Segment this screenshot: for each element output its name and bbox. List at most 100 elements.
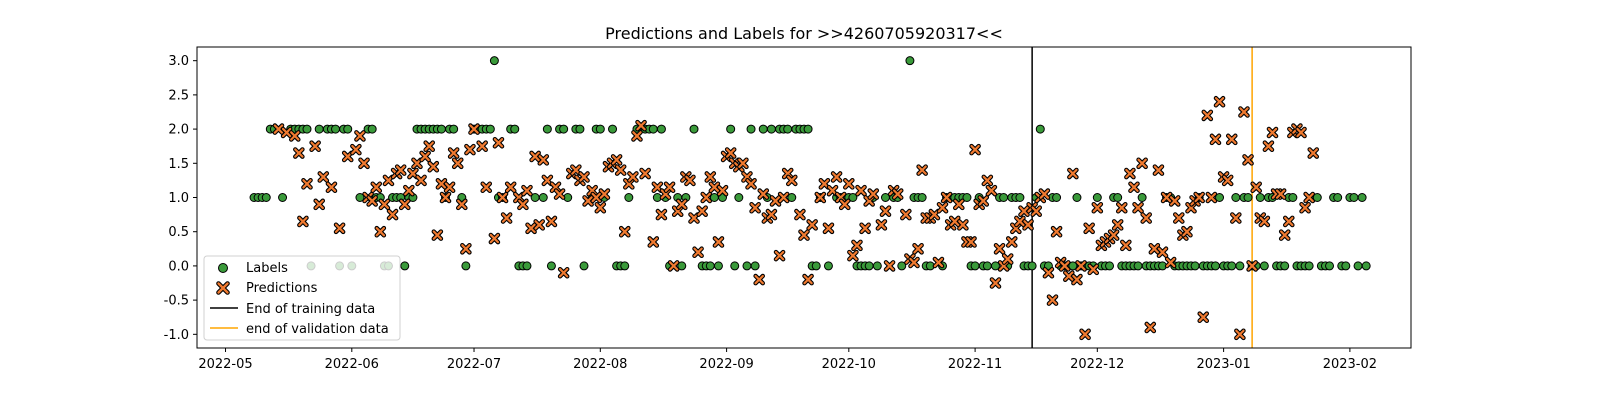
prediction-point: [716, 184, 729, 197]
y-tick-label: 2.5: [168, 88, 189, 103]
prediction-point: [1181, 225, 1193, 238]
prediction-point: [818, 178, 831, 190]
y-tick-label: -1.0: [164, 328, 189, 343]
prediction-point: [317, 171, 330, 183]
prediction-point: [700, 191, 713, 204]
prediction-point: [953, 198, 965, 211]
prediction-point: [386, 208, 399, 221]
prediction-point: [455, 198, 468, 211]
prediction-point: [1132, 201, 1144, 214]
prediction-point: [529, 150, 541, 163]
label-point: [1304, 261, 1314, 271]
prediction-point: [1063, 270, 1075, 282]
prediction-point: [912, 243, 924, 255]
label-point: [1361, 261, 1371, 271]
prediction-point: [403, 184, 415, 197]
label-point: [367, 124, 377, 134]
prediction-point: [875, 219, 888, 231]
prediction-point: [431, 229, 444, 241]
label-point: [575, 124, 585, 134]
prediction-point: [1018, 205, 1030, 217]
prediction-point: [407, 167, 419, 180]
label-point: [1072, 193, 1082, 202]
prediction-point: [341, 150, 354, 163]
prediction-point: [1278, 229, 1291, 241]
label-point: [746, 124, 756, 134]
prediction-point: [712, 236, 725, 248]
y-tick-label: 1.0: [168, 191, 189, 206]
prediction-point: [948, 215, 961, 228]
prediction-point: [1172, 212, 1185, 224]
label-point: [897, 261, 907, 271]
prediction-point: [1164, 256, 1177, 269]
label-point: [766, 124, 776, 134]
prediction-point: [1144, 321, 1157, 334]
label-point: [620, 261, 630, 271]
prediction-point: [464, 143, 476, 156]
label-point: [999, 193, 1009, 202]
prediction-point: [627, 171, 639, 183]
prediction-point: [582, 195, 594, 207]
prediction-point: [1307, 147, 1320, 159]
prediction-point: [883, 260, 896, 272]
prediction-point: [1038, 188, 1051, 200]
label-point: [1312, 193, 1322, 202]
prediction-point: [822, 222, 835, 235]
label-point: [449, 124, 459, 134]
label-point: [1259, 261, 1269, 271]
prediction-point: [1242, 154, 1254, 166]
prediction-point: [525, 222, 537, 235]
prediction-point: [757, 188, 770, 200]
label-point: [864, 261, 874, 271]
prediction-point: [1111, 219, 1124, 231]
prediction-point: [1221, 174, 1234, 187]
legend: Labels Predictions End of training data …: [203, 255, 401, 341]
prediction-point: [439, 191, 452, 204]
prediction-point: [1067, 167, 1079, 180]
prediction-point: [1201, 109, 1214, 122]
prediction-point: [928, 208, 941, 221]
prediction-point: [838, 198, 851, 211]
prediction-point: [989, 277, 1002, 289]
prediction-point: [1005, 236, 1018, 248]
prediction-point: [553, 188, 566, 200]
prediction-point: [594, 201, 607, 214]
prediction-point: [1140, 212, 1152, 224]
prediction-point: [350, 143, 362, 156]
prediction-point: [398, 198, 411, 211]
prediction-point: [708, 181, 721, 194]
prediction-point: [492, 136, 505, 149]
prediction-point: [1022, 219, 1034, 231]
prediction-point: [993, 243, 1006, 255]
prediction-point: [908, 256, 920, 269]
prediction-point: [969, 143, 981, 156]
label-point: [542, 124, 552, 134]
prediction-point: [423, 140, 436, 152]
prediction-point: [753, 273, 765, 286]
prediction-point: [415, 174, 427, 187]
prediction-point: [651, 181, 664, 194]
prediction-point: [794, 208, 806, 221]
label-point: [1235, 261, 1245, 271]
label-point: [1255, 193, 1265, 202]
prediction-point: [1193, 191, 1205, 204]
label-point: [510, 124, 520, 134]
prediction-point: [932, 256, 945, 269]
label-point: [1333, 193, 1343, 202]
legend-box: [203, 255, 401, 341]
label-point: [302, 124, 312, 134]
prediction-point: [1075, 260, 1087, 272]
x-tick-label: 2022-06: [325, 357, 379, 372]
label-point: [485, 124, 495, 134]
prediction-point: [590, 191, 603, 204]
prediction-point: [325, 181, 338, 194]
prediction-point: [451, 157, 464, 170]
prediction-point: [785, 174, 798, 187]
prediction-point: [614, 164, 627, 176]
y-tick-label: 1.5: [168, 157, 189, 172]
label-point: [538, 193, 548, 202]
label-point: [742, 261, 752, 271]
prediction-point: [847, 249, 859, 262]
prediction-point: [557, 266, 570, 279]
